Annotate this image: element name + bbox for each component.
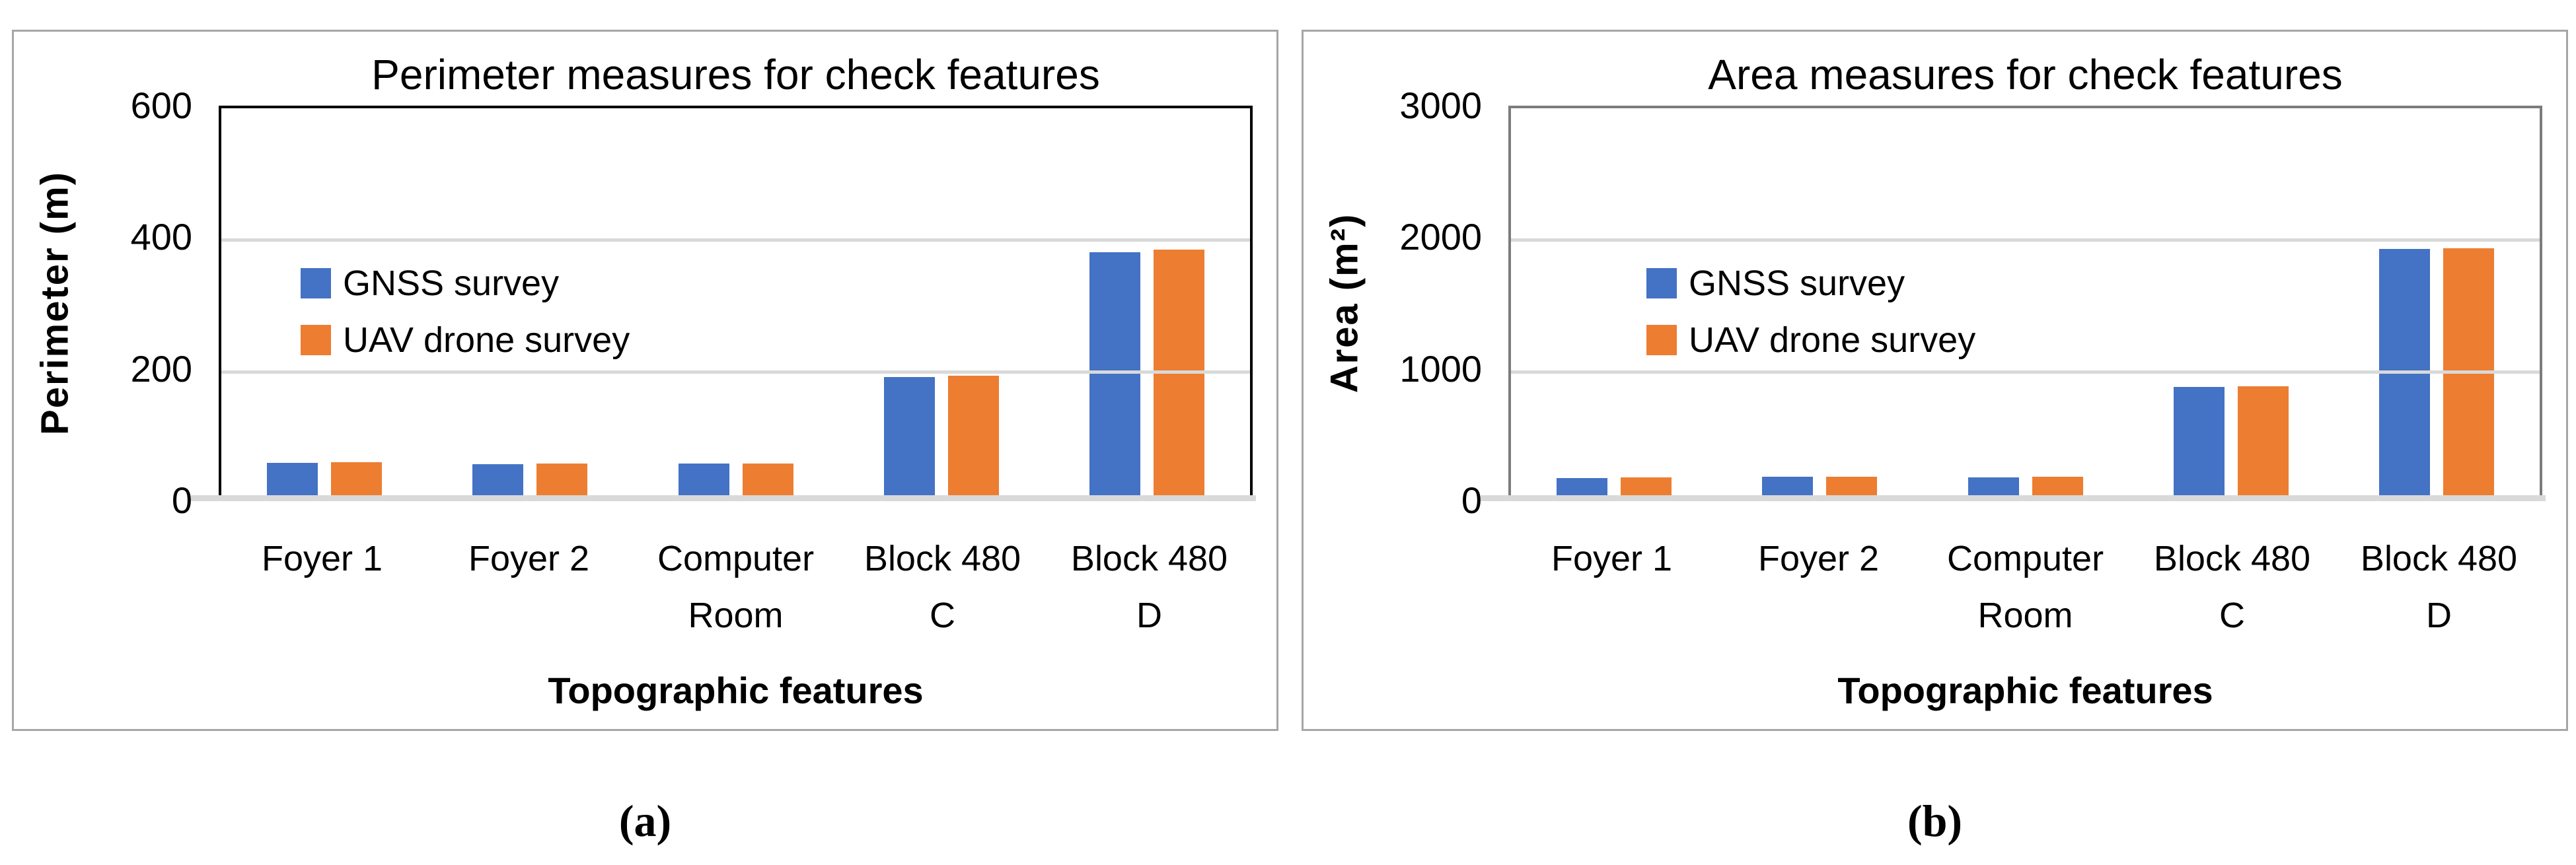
- category-label: Block 480 C: [2153, 539, 2311, 635]
- bar-gnss-4: [883, 376, 935, 501]
- chart-title: Perimeter measures for check features: [371, 51, 1100, 98]
- category-label: Block 480 D: [2360, 539, 2518, 635]
- chart-title: Area measures for check features: [1708, 51, 2343, 98]
- y-tick-label: 600: [130, 85, 192, 126]
- bar-uav-3: [742, 464, 793, 501]
- bar-gnss-4: [2173, 386, 2225, 501]
- area-chart-panel: Area measures for check features Area (m…: [1302, 30, 2568, 731]
- subfigure-caption-b: (b): [1907, 796, 1963, 846]
- category-slot: [1045, 108, 1250, 501]
- y-tick-label: 1000: [1399, 347, 1482, 390]
- gridline: [221, 238, 1250, 242]
- legend-item-gnss: GNSS survey: [1646, 265, 1975, 301]
- bar-uav-1: [330, 462, 382, 501]
- bar-uav-4: [2237, 386, 2289, 501]
- category-slot: [221, 108, 427, 501]
- x-axis-category-labels: Foyer 1 Foyer 2 Computer Room Block 480 C Bl…: [219, 530, 1253, 644]
- bar-uav-4: [947, 375, 999, 501]
- y-tick-label: 2000: [1399, 216, 1482, 258]
- subfigure-caption-a: (a): [618, 796, 672, 846]
- plot-area: GNSS survey UAV drone survey: [219, 106, 1253, 501]
- y-axis-tick-labels: 600 400 200 0: [14, 87, 202, 519]
- category-label: Computer Room: [657, 539, 815, 635]
- x-axis-title: Topographic features: [1837, 670, 2213, 711]
- legend-item-uav: UAV drone survey: [1646, 322, 1975, 358]
- legend-item-gnss: GNSS survey: [301, 265, 630, 301]
- category-label: Block 480 D: [1070, 539, 1228, 635]
- gridline: [1511, 238, 2540, 242]
- bar-gnss-3: [678, 464, 729, 501]
- category-slot: [633, 108, 838, 501]
- category-slot: [2128, 108, 2334, 501]
- gridline: [221, 370, 1250, 374]
- category-label: Foyer 2: [1757, 539, 1880, 578]
- plot-area: GNSS survey UAV drone survey: [1508, 106, 2542, 501]
- legend-item-uav: UAV drone survey: [301, 322, 630, 358]
- bar-uav-5: [2443, 248, 2495, 501]
- y-axis-tick-labels: 3000 2000 1000 0: [1304, 87, 1491, 519]
- y-tick-label: 400: [130, 216, 192, 258]
- bar-gnss-5: [2379, 248, 2431, 501]
- bar-uav-5: [1154, 250, 1205, 501]
- gridline: [1511, 370, 2540, 374]
- y-tick-label: 200: [130, 347, 192, 390]
- bar-series-container: [221, 108, 1250, 501]
- category-label: Foyer 2: [468, 539, 590, 578]
- uav-series-swatch-icon: [1646, 325, 1677, 355]
- category-label: Block 480 C: [864, 539, 1021, 635]
- category-slot: [838, 108, 1044, 501]
- perimeter-chart-panel: Perimeter measures for check features Pe…: [12, 30, 1278, 731]
- bar-gnss-1: [266, 463, 318, 501]
- y-tick-label: 3000: [1399, 85, 1482, 126]
- gnss-series-swatch-icon: [301, 268, 331, 298]
- category-slot: [427, 108, 632, 501]
- legend-label: UAV drone survey: [343, 320, 630, 360]
- x-axis-title: Topographic features: [548, 670, 924, 711]
- category-slot: [2334, 108, 2540, 501]
- legend: GNSS survey UAV drone survey: [1646, 265, 1975, 358]
- legend: GNSS survey UAV drone survey: [301, 265, 630, 358]
- legend-label: UAV drone survey: [1689, 320, 1976, 360]
- y-tick-label: 0: [1461, 479, 1482, 521]
- category-label: Foyer 1: [1551, 539, 1673, 578]
- bar-uav-2: [536, 464, 588, 501]
- gnss-series-swatch-icon: [1646, 268, 1677, 298]
- x-axis-baseline: [1481, 495, 2546, 501]
- x-axis-category-labels: Foyer 1 Foyer 2 Computer Room Block 480 C Bl…: [1508, 530, 2542, 644]
- bar-gnss-5: [1089, 252, 1141, 501]
- category-label: Foyer 1: [261, 539, 383, 578]
- bar-gnss-2: [472, 464, 524, 501]
- uav-series-swatch-icon: [301, 325, 331, 355]
- x-axis-baseline: [191, 495, 1256, 501]
- legend-label: GNSS survey: [343, 263, 560, 303]
- category-label: Computer Room: [1946, 539, 2104, 635]
- y-tick-label: 0: [171, 479, 192, 521]
- legend-label: GNSS survey: [1689, 263, 1905, 303]
